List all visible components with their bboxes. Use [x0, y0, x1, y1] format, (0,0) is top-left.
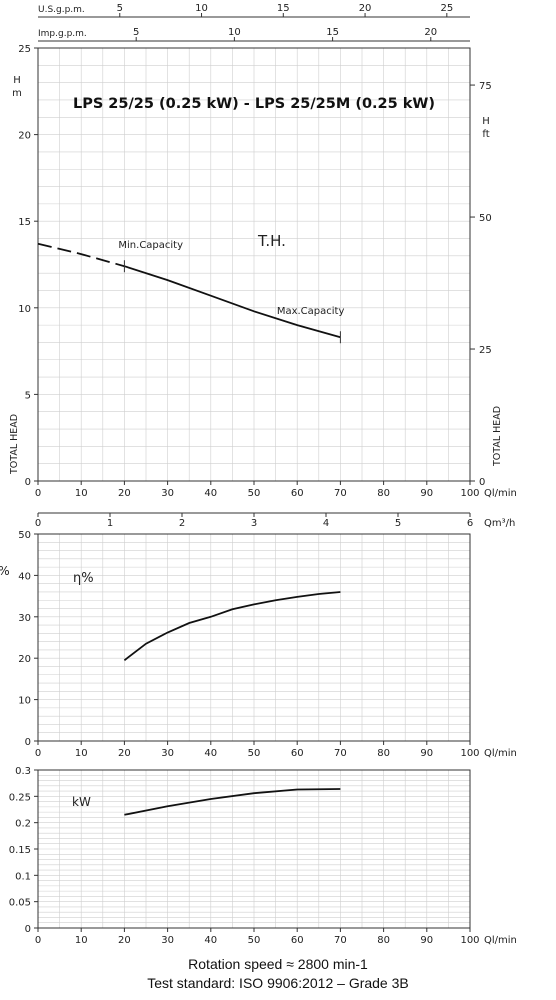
efficiency-x-tick-label: 80 — [377, 748, 390, 759]
head-y-tick-label: 25 — [18, 44, 31, 55]
flow-m3h-tick-label: 5 — [395, 518, 401, 529]
head-y2-tick-label: 75 — [479, 81, 492, 92]
rotation-speed-note: Rotation speed ≈ 2800 min-1 — [188, 956, 368, 972]
top-axis-1-tick-label: 10 — [195, 3, 208, 14]
top-axis-2-tick-label: 10 — [228, 27, 241, 38]
efficiency-y-tick-label: 20 — [18, 654, 31, 665]
test-standard-note: Test standard: ISO 9906:2012 – Grade 3B — [147, 975, 409, 991]
head-y2-tick-label: 0 — [479, 477, 485, 488]
head-chart-title: LPS 25/25 (0.25 kW) - LPS 25/25M (0.25 k… — [73, 96, 435, 112]
top-axis-2-tick-label: 20 — [424, 27, 437, 38]
efficiency-x-tick-label: 0 — [35, 748, 41, 759]
head-y-tick-label: 0 — [25, 477, 31, 488]
power-x-tick-label: 0 — [35, 935, 41, 946]
power-x-tick-label: 100 — [460, 935, 479, 946]
flow-m3h-axis-unit: Qm³/h — [484, 518, 515, 529]
pump-performance-chart: 0 10 20 30 40 50 60 70 80 90 100 Ql/min0510152025T.… — [0, 3, 517, 946]
power-x-tick-label: 60 — [291, 935, 304, 946]
head-y2-axis-label: TOTAL HEAD — [492, 406, 503, 467]
head-x-tick-label: 40 — [204, 488, 217, 499]
flow-m3h-tick-label: 6 — [467, 518, 473, 529]
power-y-tick-label: 0.2 — [15, 819, 31, 830]
efficiency-x-tick-label: 90 — [420, 748, 433, 759]
head-y-tick-label: 15 — [18, 217, 31, 228]
flow-m3h-tick-label: 4 — [323, 518, 329, 529]
power-x-tick-label: 70 — [334, 935, 347, 946]
efficiency-x-axis-unit: Ql/min — [484, 748, 517, 759]
efficiency-y-tick-label: 10 — [18, 696, 31, 707]
efficiency-y-axis-label: % — [0, 564, 10, 578]
power-y-tick-label: 0.3 — [15, 766, 31, 777]
power-x-tick-label: 20 — [118, 935, 131, 946]
head-y-axis-letter: H — [13, 75, 21, 86]
head-y2-axis-unit: ft — [482, 129, 489, 140]
power-y-tick-label: 0 — [25, 924, 31, 935]
power-curve-line — [124, 788, 341, 816]
power-x-tick-label: 30 — [161, 935, 174, 946]
top-axis-2-tick-label: 5 — [133, 27, 139, 38]
head-y-tick-label: 20 — [18, 131, 31, 142]
power-y-tick-label: 0.05 — [9, 898, 31, 909]
efficiency-x-tick-label: 100 — [460, 748, 479, 759]
head-x-tick-label: 0 — [35, 488, 41, 499]
efficiency-curve-label: η% — [73, 571, 94, 586]
efficiency-y-tick-label: 40 — [18, 571, 31, 582]
efficiency-curve-line — [123, 591, 341, 662]
head-y-tick-label: 5 — [25, 390, 31, 401]
power-x-axis-unit: Ql/min — [484, 935, 517, 946]
head-y2-tick-label: 25 — [479, 345, 492, 356]
power-y-tick-label: 0.1 — [15, 871, 31, 882]
efficiency-x-tick-label: 10 — [75, 748, 88, 759]
head-y-axis-label: TOTAL HEAD — [9, 414, 20, 475]
efficiency-y-tick-label: 0 — [25, 737, 31, 748]
top-axis-1-label: U.S.g.p.m. — [38, 5, 85, 15]
head-y-axis-unit: m — [12, 88, 22, 99]
top-axis-1-tick-label: 5 — [117, 3, 123, 14]
top-axis-1-tick-label: 20 — [359, 3, 372, 14]
efficiency-x-tick-label: 30 — [161, 748, 174, 759]
power-y-tick-label: 0.25 — [9, 792, 31, 803]
head-x-tick-label: 70 — [334, 488, 347, 499]
head-x-tick-label: 10 — [75, 488, 88, 499]
power-x-tick-label: 90 — [420, 935, 433, 946]
efficiency-x-tick-label: 20 — [118, 748, 131, 759]
efficiency-x-tick-label: 50 — [248, 748, 261, 759]
power-x-tick-label: 40 — [204, 935, 217, 946]
head-y2-axis-letter: H — [482, 116, 490, 127]
head-x-tick-label: 50 — [248, 488, 261, 499]
top-axis-2-label: Imp.g.p.m. — [38, 29, 87, 39]
head-y2-tick-label: 50 — [479, 213, 492, 224]
flow-m3h-tick-label: 3 — [251, 518, 257, 529]
top-axis-1-tick-label: 25 — [440, 3, 453, 14]
efficiency-x-tick-label: 60 — [291, 748, 304, 759]
head-x-tick-label: 100 — [460, 488, 479, 499]
efficiency-y-tick-label: 30 — [18, 613, 31, 624]
head-x-tick-label: 90 — [420, 488, 433, 499]
head-x-tick-label: 80 — [377, 488, 390, 499]
efficiency-x-tick-label: 40 — [204, 748, 217, 759]
power-x-tick-label: 80 — [377, 935, 390, 946]
head-curve-line — [37, 242, 125, 268]
head-x-axis-unit: Ql/min — [484, 488, 517, 499]
top-axis-2-tick-label: 15 — [326, 27, 339, 38]
head-x-tick-label: 30 — [161, 488, 174, 499]
flow-m3h-tick-label: 2 — [179, 518, 185, 529]
head-curve-line — [124, 265, 341, 339]
head-x-tick-label: 60 — [291, 488, 304, 499]
efficiency-x-tick-label: 70 — [334, 748, 347, 759]
efficiency-y-tick-label: 50 — [18, 530, 31, 541]
head-y-tick-label: 10 — [18, 304, 31, 315]
head-curve-label: T.H. — [257, 232, 286, 250]
flow-m3h-tick-label: 1 — [107, 518, 113, 529]
head-x-tick-label: 20 — [118, 488, 131, 499]
power-x-tick-label: 50 — [248, 935, 261, 946]
min-capacity-label: Min.Capacity — [118, 240, 183, 251]
power-x-tick-label: 10 — [75, 935, 88, 946]
flow-m3h-tick-label: 0 — [35, 518, 41, 529]
power-y-tick-label: 0.15 — [9, 845, 31, 856]
top-axis-1-tick-label: 15 — [277, 3, 290, 14]
max-capacity-label: Max.Capacity — [277, 306, 345, 317]
power-curve-label: kW — [72, 795, 91, 809]
